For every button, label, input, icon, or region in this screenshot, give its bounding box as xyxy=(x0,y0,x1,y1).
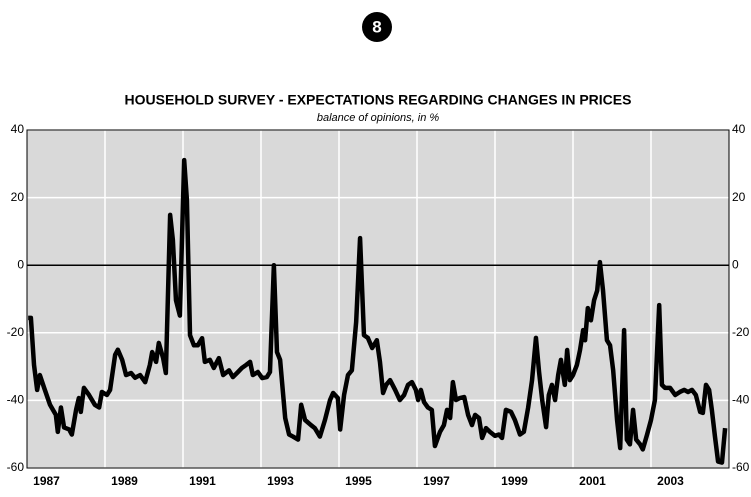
y2-tick-label: -40 xyxy=(732,393,750,407)
x-tick-label: 1999 xyxy=(501,474,528,488)
y2-tick-label: 40 xyxy=(732,122,746,136)
x-tick-label: 1995 xyxy=(345,474,372,488)
y-tick-label: 20 xyxy=(11,190,25,204)
x-tick-label: 1997 xyxy=(423,474,450,488)
x-tick-label: 1989 xyxy=(111,474,138,488)
y-tick-label: -20 xyxy=(7,325,25,339)
y-tick-label: 40 xyxy=(11,122,25,136)
x-tick-label: 1991 xyxy=(189,474,216,488)
x-tick-label: 1987 xyxy=(33,474,60,488)
plot-frame xyxy=(26,129,730,469)
y2-tick-label: -60 xyxy=(732,460,750,474)
plot-area xyxy=(27,130,729,468)
y2-tick-label: 20 xyxy=(732,190,746,204)
y-tick-label: 0 xyxy=(17,257,24,271)
badge: 8 xyxy=(372,17,381,36)
chart-subtitle: balance of opinions, in % xyxy=(317,112,440,124)
x-tick-label: 1993 xyxy=(267,474,294,488)
x-tick-label: 2001 xyxy=(579,474,606,488)
badge-circle xyxy=(362,12,392,42)
y-tick-label: -40 xyxy=(7,393,25,407)
y2-tick-label: 0 xyxy=(732,257,739,271)
line xyxy=(28,157,728,465)
chart-title: HOUSEHOLD SURVEY - EXPECTATIONS REGARDIN… xyxy=(125,92,632,108)
y-tick-label: -60 xyxy=(7,460,25,474)
x-tick-label: 2003 xyxy=(657,474,684,488)
y2-tick-label: -20 xyxy=(732,325,750,339)
